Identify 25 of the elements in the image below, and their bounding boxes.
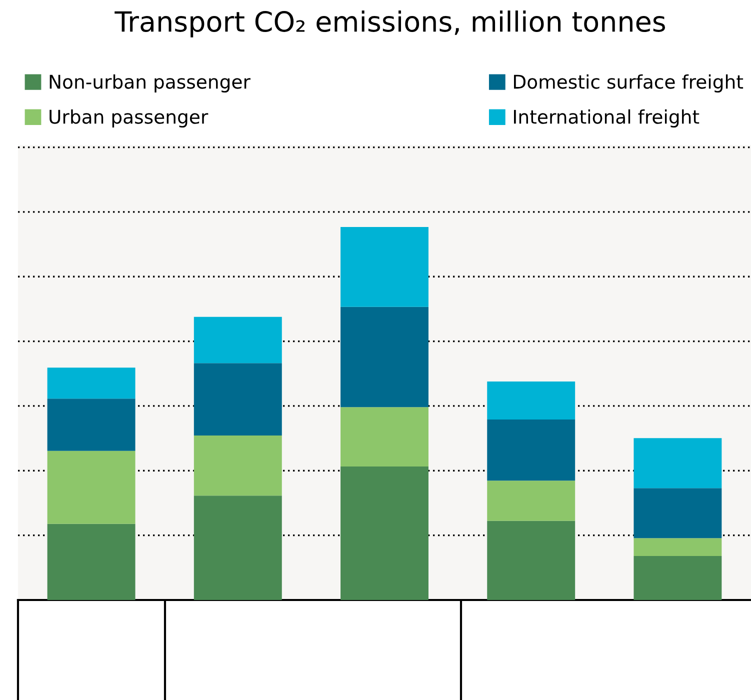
- legend-label: International freight: [514, 109, 700, 128]
- bar: [340, 306, 428, 408]
- bar: [634, 556, 722, 600]
- bar: [194, 436, 282, 496]
- bar: [194, 496, 282, 600]
- bar: [634, 438, 722, 488]
- bar: [47, 524, 136, 600]
- bar: [487, 381, 576, 420]
- chart-title: Transport CO₂ emissions, million tonnes: [114, 10, 666, 38]
- bar: [47, 368, 136, 399]
- bar: [47, 398, 136, 451]
- bar: [634, 488, 722, 538]
- bar: [340, 407, 428, 466]
- bar: [194, 316, 282, 364]
- bar: [194, 363, 282, 436]
- legend-label: Urban passenger: [50, 109, 208, 128]
- bar: [634, 538, 722, 556]
- bar: [47, 450, 136, 524]
- bar: [487, 480, 576, 521]
- bar: [340, 466, 428, 600]
- legend-label: Domestic surface freight: [514, 74, 744, 92]
- bar: [487, 520, 576, 600]
- bar: [340, 227, 428, 307]
- legend-label: Non-urban passenger: [50, 74, 250, 92]
- bar: [487, 419, 576, 481]
